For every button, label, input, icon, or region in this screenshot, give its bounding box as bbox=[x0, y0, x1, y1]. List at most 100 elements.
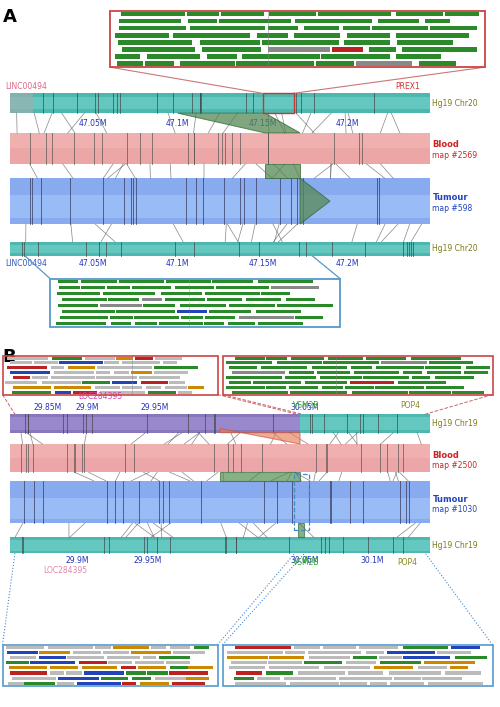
Text: 30.05M: 30.05M bbox=[291, 556, 320, 566]
Bar bbox=[2, 645, 218, 686]
Bar bbox=[122, 386, 142, 389]
Bar bbox=[96, 371, 110, 374]
Bar bbox=[103, 292, 155, 296]
Bar bbox=[298, 672, 344, 674]
Bar bbox=[376, 386, 424, 389]
Bar bbox=[120, 12, 184, 16]
Bar bbox=[286, 651, 305, 654]
Bar bbox=[52, 356, 82, 360]
Bar bbox=[372, 26, 428, 30]
Bar bbox=[56, 390, 70, 394]
Bar bbox=[60, 316, 108, 320]
Bar bbox=[62, 310, 114, 313]
Bar bbox=[10, 361, 32, 364]
Bar bbox=[366, 651, 384, 654]
Bar bbox=[148, 672, 168, 674]
Bar bbox=[304, 26, 339, 30]
Bar bbox=[8, 366, 46, 369]
Bar bbox=[54, 371, 94, 374]
Bar bbox=[115, 54, 140, 59]
Bar bbox=[34, 361, 58, 364]
Bar bbox=[435, 376, 474, 379]
Bar bbox=[2, 356, 218, 395]
Bar bbox=[131, 651, 172, 654]
Bar bbox=[190, 26, 265, 30]
Bar bbox=[216, 286, 269, 289]
Bar bbox=[30, 661, 75, 665]
Bar bbox=[174, 286, 214, 289]
Bar bbox=[10, 98, 430, 109]
Bar bbox=[6, 661, 29, 665]
Bar bbox=[100, 304, 142, 308]
Bar bbox=[146, 386, 161, 389]
Bar bbox=[352, 390, 408, 394]
Bar bbox=[66, 672, 82, 674]
Bar bbox=[231, 661, 267, 665]
Bar bbox=[8, 682, 24, 685]
Bar bbox=[165, 386, 186, 389]
Bar bbox=[58, 677, 100, 679]
Bar bbox=[56, 322, 106, 325]
Bar bbox=[10, 537, 430, 553]
Bar bbox=[10, 242, 430, 256]
Text: Hg19 Chr19: Hg19 Chr19 bbox=[432, 419, 478, 428]
Bar bbox=[104, 361, 118, 364]
Bar bbox=[146, 54, 201, 59]
Bar bbox=[10, 498, 430, 519]
Bar bbox=[354, 371, 399, 374]
Bar bbox=[9, 666, 47, 670]
Bar bbox=[82, 666, 117, 670]
Bar bbox=[256, 33, 288, 37]
Bar bbox=[324, 666, 370, 670]
Bar bbox=[451, 645, 480, 649]
Text: A: A bbox=[2, 8, 16, 26]
Bar bbox=[116, 310, 174, 313]
Bar bbox=[328, 356, 362, 360]
Bar bbox=[218, 19, 292, 23]
Bar bbox=[170, 672, 208, 674]
Text: B: B bbox=[2, 348, 16, 366]
Bar bbox=[144, 304, 175, 308]
Bar bbox=[7, 651, 38, 654]
Bar bbox=[204, 322, 225, 325]
Bar bbox=[126, 672, 146, 674]
Bar bbox=[403, 371, 422, 374]
Bar bbox=[10, 195, 430, 218]
Bar bbox=[122, 361, 160, 364]
Text: 47.05M: 47.05M bbox=[78, 119, 107, 128]
Bar bbox=[294, 33, 340, 37]
Bar bbox=[205, 316, 236, 320]
Bar bbox=[386, 651, 434, 654]
Bar bbox=[188, 386, 204, 389]
Text: 47.15M: 47.15M bbox=[248, 119, 276, 128]
Text: 29.95M: 29.95M bbox=[141, 403, 169, 412]
Bar bbox=[6, 381, 38, 384]
Bar bbox=[369, 47, 396, 52]
Text: 47.15M: 47.15M bbox=[248, 259, 276, 269]
Bar bbox=[234, 682, 286, 685]
Bar bbox=[58, 304, 98, 308]
Bar bbox=[121, 666, 136, 670]
Bar bbox=[235, 356, 265, 360]
Bar bbox=[2, 645, 218, 686]
Bar bbox=[135, 322, 157, 325]
Bar bbox=[402, 47, 477, 52]
Bar bbox=[422, 677, 462, 679]
Bar bbox=[174, 33, 250, 37]
Bar bbox=[380, 661, 421, 665]
Bar bbox=[39, 656, 66, 659]
Bar bbox=[51, 376, 96, 379]
Bar bbox=[322, 386, 344, 389]
Bar bbox=[140, 376, 180, 379]
Bar bbox=[344, 40, 390, 45]
Bar bbox=[10, 444, 430, 472]
Bar bbox=[108, 661, 132, 665]
Bar bbox=[58, 361, 103, 364]
Polygon shape bbox=[265, 164, 300, 178]
Bar bbox=[82, 286, 105, 289]
Bar bbox=[316, 371, 350, 374]
Bar bbox=[10, 148, 430, 164]
Bar bbox=[154, 371, 188, 374]
Bar bbox=[135, 661, 164, 665]
Bar bbox=[445, 12, 480, 16]
